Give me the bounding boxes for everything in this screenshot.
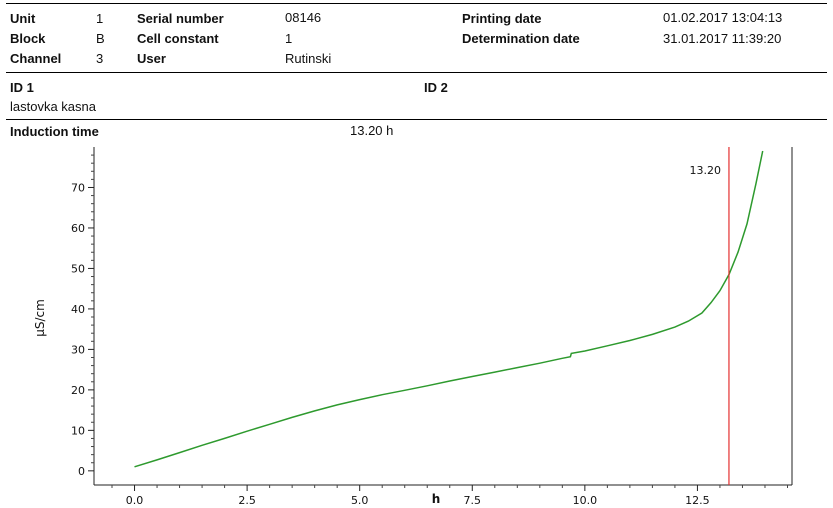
y-tick-label: 10 [71,424,85,437]
determination-date-value: 31.01.2017 11:39:20 [663,31,782,46]
conductivity-series-line [134,150,764,468]
block-value: B [96,31,105,46]
y-tick-label: 0 [78,465,85,478]
header-rule [6,72,827,73]
serial-number-value: 08146 [285,10,322,25]
y-axis-label: µS/cm [33,299,47,337]
induction-time-value: 13.20 h [350,123,394,138]
x-tick-label: 2.5 [238,494,256,507]
x-tick-label: 10.0 [573,494,598,507]
top-rule [6,3,827,4]
id1-value: lastovka kasna [10,99,96,114]
y-tick-label: 30 [71,343,85,356]
x-tick-label: 7.5 [464,494,482,507]
y-tick-label: 70 [71,181,85,194]
unit-value: 1 [96,11,104,26]
ids-rule [6,119,827,120]
id2-label: ID 2 [424,80,448,95]
block-label: Block [10,31,46,46]
y-tick-label: 40 [71,303,85,316]
cell-constant-label: Cell constant [137,31,219,46]
y-tick-label: 50 [71,262,85,275]
user-value: Rutinski [285,51,332,66]
serial-number-label: Serial number [137,11,224,26]
id1-label: ID 1 [10,80,34,95]
determination-date-label: Determination date [462,31,580,46]
x-tick-label: 5.0 [351,494,369,507]
user-label: User [137,51,166,66]
unit-label: Unit [10,11,36,26]
x-axis-label: h [432,492,441,506]
x-tick-label: 12.5 [685,494,710,507]
channel-label: Channel [10,51,62,66]
x-tick-label: 0.0 [126,494,144,507]
induction-time-marker-label: 13.20 [689,164,721,177]
y-tick-label: 60 [71,222,85,235]
induction-time-label: Induction time [10,124,99,139]
printing-date-value: 01.02.2017 13:04:13 [663,10,783,25]
cell-constant-value: 1 [285,31,293,46]
channel-value: 3 [96,51,104,66]
y-tick-label: 20 [71,384,85,397]
printing-date-label: Printing date [462,11,542,26]
